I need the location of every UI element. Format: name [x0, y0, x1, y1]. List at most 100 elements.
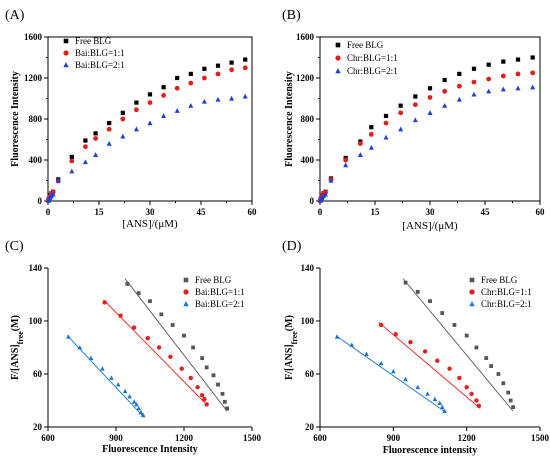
legend-marker — [63, 38, 69, 44]
y-axis-title-main: F/[ANS] — [10, 344, 21, 380]
data-point — [161, 93, 167, 98]
chart-panel-2: (C) 600 900 1200 1500 20 60 100 140 Fluorescence … — [5, 239, 262, 455]
chart-panel-0: (A) 0 15 30 45 60 0 400 800 1200 1600 [ANS]/(μM) Flu… — [5, 8, 257, 230]
y-axis-title-end: (M) — [284, 315, 295, 331]
legend-marker — [335, 68, 341, 74]
y-axis-title: F/[ANS]free(M) — [10, 315, 25, 380]
x-axis-title: Fluorescence Intensity — [102, 444, 198, 455]
data-point — [447, 366, 452, 371]
data-point — [174, 85, 180, 91]
data-point — [242, 65, 248, 71]
series-2 — [334, 334, 447, 413]
data-point — [323, 191, 328, 197]
data-point — [159, 312, 164, 317]
data-point — [343, 162, 349, 168]
x-tick-label: 0 — [46, 207, 51, 217]
data-point — [134, 107, 139, 113]
data-point — [415, 289, 420, 294]
data-point — [530, 84, 536, 90]
data-point — [170, 323, 175, 327]
data-point — [202, 396, 207, 402]
data-point — [427, 86, 433, 91]
data-point — [93, 152, 99, 157]
legend-label: Bai:BLG=2:1 — [75, 60, 125, 70]
data-point — [145, 336, 150, 341]
x-tick-label: 15 — [95, 207, 105, 217]
x-tick-label: 600 — [313, 433, 327, 443]
data-point — [168, 354, 173, 359]
data-point — [220, 391, 225, 396]
x-tick-label: 900 — [109, 433, 123, 443]
series-1 — [45, 65, 248, 203]
data-point — [427, 95, 433, 100]
data-point — [484, 356, 489, 360]
data-point — [188, 80, 194, 86]
data-point — [109, 375, 114, 380]
y-axis-title: F/[ANS]free(M) — [284, 315, 299, 380]
x-tick-label: 1200 — [458, 433, 477, 443]
panel-label: (D) — [282, 239, 302, 254]
data-point — [161, 85, 166, 90]
y-tick-label: 20 — [33, 422, 43, 432]
data-point — [222, 399, 227, 404]
x-tick-label: 30 — [426, 207, 436, 217]
data-point — [161, 113, 167, 119]
legend-label: Bai:BLG=1:1 — [195, 287, 245, 297]
data-point — [500, 73, 506, 79]
data-point — [107, 121, 112, 126]
data-point — [188, 375, 193, 381]
data-point — [415, 384, 421, 390]
data-point — [428, 299, 432, 304]
data-point — [457, 375, 462, 381]
x-tick-label: 1500 — [243, 433, 262, 443]
y-tick-label: 140 — [29, 263, 43, 273]
data-point — [452, 323, 457, 327]
data-point — [82, 159, 88, 165]
fit-line — [402, 278, 514, 412]
data-point — [368, 131, 374, 137]
y-tick-label: 400 — [29, 155, 43, 165]
x-axis-title: Fluorescence intensity — [383, 445, 478, 456]
data-point — [179, 366, 184, 371]
data-point — [133, 126, 139, 132]
x-tick-label: 0 — [318, 207, 323, 217]
data-point — [229, 95, 235, 101]
x-tick-label: 1500 — [531, 433, 550, 443]
data-point — [136, 291, 141, 296]
legend-marker — [335, 42, 341, 48]
legend-marker — [183, 289, 189, 295]
legend-label: Free BLG — [75, 36, 112, 46]
x-tick-label: 1200 — [175, 433, 194, 443]
data-point — [131, 399, 137, 404]
x-tick-label: 15 — [371, 207, 381, 217]
series-2 — [66, 334, 146, 419]
data-point — [442, 88, 448, 94]
data-point — [530, 55, 535, 60]
y-tick-label: 60 — [33, 369, 43, 379]
data-point — [122, 388, 128, 394]
data-point — [204, 402, 209, 407]
data-point — [215, 63, 221, 68]
y-axis-title-subscript: free — [16, 331, 25, 345]
x-tick-label: 60 — [536, 207, 546, 217]
fit-line — [335, 335, 447, 413]
data-point — [242, 93, 248, 99]
data-point — [140, 412, 146, 417]
data-point — [469, 391, 474, 397]
data-point — [136, 405, 141, 411]
data-point — [489, 364, 494, 368]
data-point — [69, 168, 75, 174]
data-point — [471, 66, 477, 71]
y-tick-label: 100 — [29, 316, 43, 326]
series-2 — [317, 84, 536, 203]
data-point — [398, 126, 404, 132]
legend-label: Chr:BLG=1:1 — [347, 53, 398, 63]
data-point — [383, 134, 389, 140]
fit-line — [124, 278, 228, 412]
data-point — [199, 393, 205, 398]
y-tick-label: 1200 — [24, 73, 43, 83]
data-point — [215, 96, 221, 102]
legend-marker — [63, 50, 69, 56]
data-point — [471, 79, 477, 85]
